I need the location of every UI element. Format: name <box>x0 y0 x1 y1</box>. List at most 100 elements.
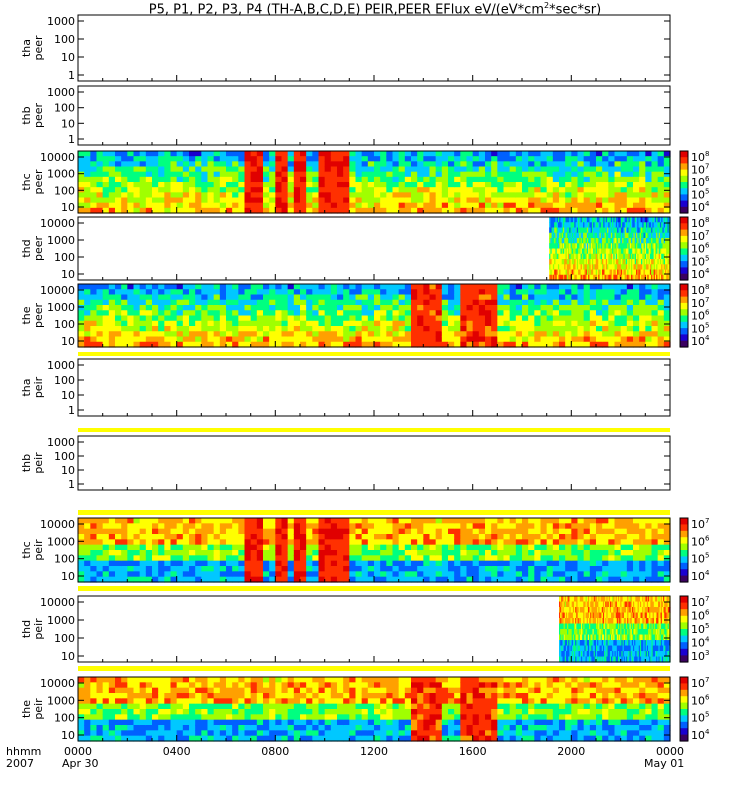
spectrogram-cell <box>634 217 637 223</box>
spectrogram-cell <box>219 539 227 546</box>
spectrogram-cell <box>213 571 221 578</box>
spectrogram-cell <box>367 555 375 562</box>
spectrogram-cell <box>497 284 505 290</box>
spectrogram-cell <box>639 320 646 327</box>
spectrogram-cell <box>562 243 565 250</box>
spectrogram-cell <box>429 544 437 551</box>
spectrogram-cell <box>565 336 572 343</box>
spectrogram-cell <box>139 305 147 311</box>
spectrogram-cell <box>534 534 542 540</box>
spectrogram-cell <box>643 269 646 276</box>
spectrogram-cell <box>454 336 461 343</box>
spectrogram-cell <box>651 315 659 322</box>
spectrogram-cell <box>343 294 350 301</box>
spectrogram-cell <box>429 310 437 317</box>
spectrogram-cell <box>441 326 449 332</box>
spectrogram-cell <box>195 156 202 162</box>
spectrogram-cell <box>637 259 640 265</box>
spectrogram-cell <box>596 217 599 223</box>
spectrogram-cell <box>653 217 656 223</box>
spectrogram-cell <box>612 248 614 255</box>
spectrogram-cell <box>605 238 608 244</box>
spectrogram-cell <box>343 202 350 209</box>
spectrogram-cell <box>589 331 597 338</box>
spectrogram-cell <box>256 320 264 327</box>
spectrogram-cell <box>195 571 202 578</box>
spectrogram-cell <box>84 171 91 178</box>
spectrogram-cell <box>324 320 332 327</box>
spectrogram-cell <box>552 294 560 301</box>
spectrogram-cell <box>250 523 258 530</box>
spectrogram-cell <box>552 197 560 204</box>
spectrogram-cell <box>256 534 264 540</box>
spectrogram-cell <box>642 274 645 281</box>
spectrogram-cell <box>448 528 455 535</box>
spectrogram-cell <box>287 576 295 583</box>
spectrogram-cell <box>281 299 289 306</box>
spectrogram-cell <box>634 264 637 271</box>
spectrogram-cell <box>398 151 406 157</box>
spectrogram-cell <box>361 544 369 551</box>
spectrogram-cell <box>637 227 640 234</box>
spectrogram-cell <box>441 171 449 178</box>
spectrogram-cell <box>195 192 202 199</box>
spectrogram-cell <box>620 259 623 265</box>
spectrogram-cell <box>565 259 568 265</box>
spectrogram-cell <box>657 264 660 271</box>
colorbar-segment <box>680 191 688 195</box>
spectrogram-cell <box>127 294 135 301</box>
spectrogram-cell <box>281 151 289 157</box>
spectrogram-cell <box>232 202 239 209</box>
spectrogram-cell <box>649 274 652 281</box>
spectrogram-cell <box>646 259 648 265</box>
spectrogram-cell <box>96 197 104 204</box>
y-tick-label: 1000 <box>47 86 75 99</box>
spectrogram-cell <box>189 544 196 551</box>
spectrogram-cell <box>318 331 326 338</box>
spectrogram-cell <box>576 264 579 271</box>
spectrogram-cell <box>343 182 350 188</box>
spectrogram-cell <box>460 310 468 317</box>
spectrogram-cell <box>643 217 646 223</box>
spectrogram-cell <box>596 518 603 524</box>
spectrogram-cell <box>503 156 511 162</box>
spectrogram-cell <box>657 326 665 332</box>
spectrogram-cell <box>312 560 320 567</box>
spectrogram-cell <box>133 197 141 204</box>
spectrogram-cell <box>629 259 632 265</box>
spectrogram-cell <box>658 227 661 234</box>
spectrogram-cell <box>565 518 572 524</box>
spectrogram-cell <box>546 523 554 530</box>
spectrogram-cell <box>647 253 650 260</box>
spectrogram-cell <box>84 539 91 546</box>
spectrogram-cell <box>628 269 631 276</box>
spectrogram-cell <box>651 187 659 193</box>
spectrogram-cell <box>213 171 221 178</box>
spectrogram-cell <box>485 518 492 524</box>
spectrogram-cell <box>398 320 406 327</box>
spectrogram-cell <box>583 182 591 188</box>
spectrogram-cell <box>540 550 548 556</box>
spectrogram-cell <box>485 576 492 583</box>
spectrogram-cell <box>609 259 612 265</box>
spectrogram-cell <box>423 534 431 540</box>
spectrogram-cell <box>556 248 559 255</box>
spectrogram-cell <box>263 555 270 562</box>
spectrogram-cell <box>522 555 529 562</box>
spectrogram-cell <box>598 264 601 271</box>
spectrogram-cell <box>627 259 630 265</box>
spectrogram-cell <box>647 269 650 276</box>
spectrogram-cell <box>170 326 178 332</box>
y-axis-label-line: peer <box>32 236 45 262</box>
spectrogram-cell <box>244 299 252 306</box>
spectrogram-cell <box>330 182 338 188</box>
spectrogram-cell <box>628 248 631 255</box>
spectrogram-cell <box>657 217 660 223</box>
spectrogram-cell <box>454 197 461 204</box>
spectrogram-cell <box>564 248 567 255</box>
spectrogram-cell <box>121 326 128 332</box>
spectrogram-cell <box>522 528 529 535</box>
spectrogram-cell <box>318 156 326 162</box>
spectrogram-cell <box>306 305 313 311</box>
spectrogram-cell <box>263 156 270 162</box>
